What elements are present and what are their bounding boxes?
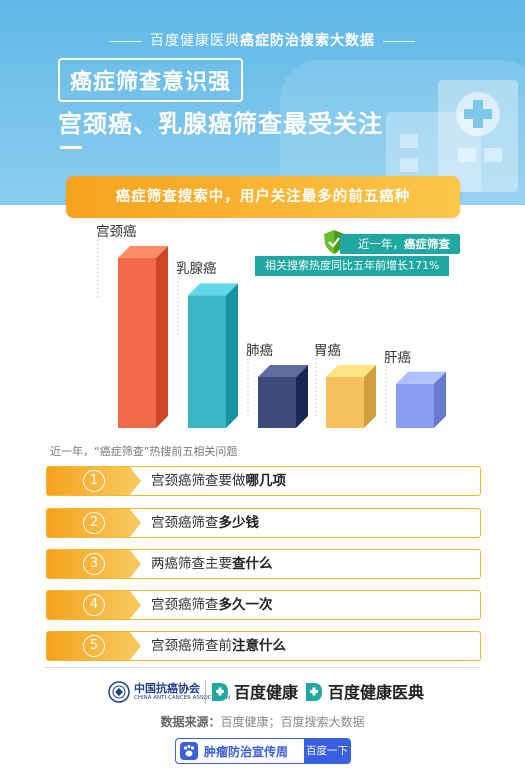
bar-宫颈癌 bbox=[118, 246, 168, 428]
stat-note-line1: 近一年，癌症筛查 bbox=[340, 234, 460, 254]
category-label: 肝癌 bbox=[384, 349, 411, 366]
hospital-icon bbox=[386, 80, 518, 192]
logo-divider bbox=[205, 680, 206, 704]
bar-肝癌 bbox=[396, 371, 446, 428]
bar-胃癌 bbox=[326, 365, 376, 428]
question-row-3: 3 两癌筛查主要查什么 bbox=[46, 549, 481, 579]
brand-line: 百度健康医典癌症防治搜索大数据 bbox=[0, 30, 525, 50]
brand-bold: 癌症防治搜索大数据 bbox=[240, 33, 375, 49]
question-text: 宫颈癌筛查多久一次 bbox=[151, 597, 273, 613]
baidu-health-dict-logo-icon bbox=[306, 683, 322, 701]
baidu-health-logo-icon bbox=[212, 683, 228, 701]
publicity-week-text: 肿瘤防治宣传周 bbox=[204, 745, 289, 759]
page-title-line2: 宫颈癌、乳腺癌筛查最受关注 bbox=[58, 110, 383, 138]
brand-prefix: 百度健康医典 bbox=[150, 33, 240, 49]
question-text: 宫颈癌筛查前注意什么 bbox=[151, 638, 286, 654]
question-row-1: 1 宫颈癌筛查要做哪几项 bbox=[46, 466, 481, 496]
question-text: 两癌筛查主要查什么 bbox=[151, 556, 273, 572]
baidu-search-button[interactable]: 百度一下 bbox=[304, 739, 350, 763]
question-row-5: 5 宫颈癌筛查前注意什么 bbox=[46, 631, 481, 661]
bar-chart bbox=[97, 228, 446, 428]
data-source: 数据来源：百度健康；百度搜索大数据 bbox=[160, 715, 365, 729]
question-number: 2 bbox=[83, 512, 105, 534]
question-text: 宫颈癌筛查要做哪几项 bbox=[151, 473, 286, 489]
baidu-paw-icon bbox=[180, 742, 198, 760]
category-label: 乳腺癌 bbox=[176, 261, 217, 278]
category-label: 肺癌 bbox=[246, 343, 273, 359]
title-underline bbox=[60, 146, 82, 149]
assoc-name: 中国抗癌协会 bbox=[134, 682, 200, 695]
logo-baidu-health-dict: 百度健康医典 bbox=[328, 683, 425, 702]
footer-divider bbox=[44, 667, 481, 668]
question-text: 宫颈癌筛查多少钱 bbox=[151, 515, 259, 531]
publicity-week-badge[interactable]: 肿瘤防治宣传周 百度一下 bbox=[175, 738, 351, 764]
question-number: 5 bbox=[83, 635, 105, 657]
questions-caption: 近一年，“癌症筛查”热搜前五相关问题 bbox=[50, 445, 238, 458]
assoc-en-name: CHINA ANTI-CANCER ASSOCIATION bbox=[134, 695, 230, 701]
question-number: 4 bbox=[83, 594, 105, 616]
question-number: 3 bbox=[83, 553, 105, 575]
stat-note-line2: 相关搜索热度同比五年前增长171% bbox=[255, 256, 450, 276]
bar-乳腺癌 bbox=[188, 283, 238, 428]
cancer-association-logo-icon bbox=[108, 681, 130, 703]
page-title-boxed: 癌症筛查意识强 bbox=[58, 58, 244, 102]
bar-肺癌 bbox=[258, 365, 308, 428]
category-label: 胃癌 bbox=[314, 343, 341, 359]
category-label: 宫颈癌 bbox=[96, 224, 137, 240]
chart-title-banner: 癌症筛查搜索中，用户关注最多的前五癌种 bbox=[66, 176, 460, 218]
header-banner: 百度健康医典癌症防治搜索大数据 癌症筛查意识强 宫颈癌、乳腺癌筛查最受关注 bbox=[0, 0, 525, 205]
logo-baidu-health: 百度健康 bbox=[234, 683, 299, 702]
question-row-2: 2 宫颈癌筛查多少钱 bbox=[46, 508, 481, 538]
question-row-4: 4 宫颈癌筛查多久一次 bbox=[46, 590, 481, 620]
question-number: 1 bbox=[83, 470, 105, 492]
